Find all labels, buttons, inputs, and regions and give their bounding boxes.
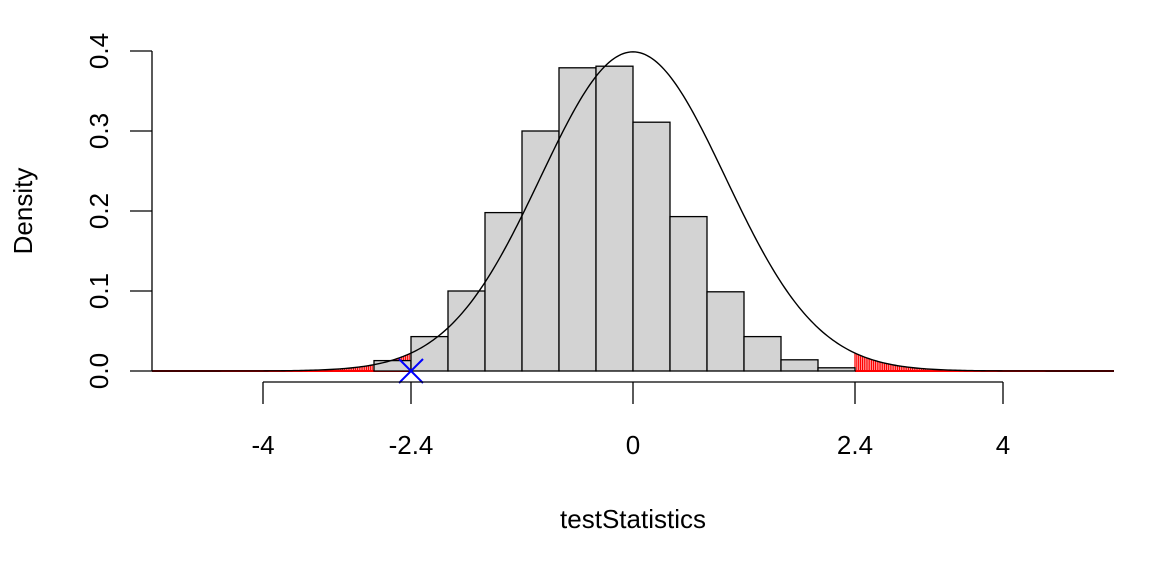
density-curve-group [152,51,1114,372]
histogram-bar [817,367,856,372]
histogram-bars [373,65,856,372]
histogram-bar [558,67,597,372]
density-curve [152,51,1114,372]
histogram-bar [669,215,708,372]
histogram-bar [706,291,745,372]
x-tick-label: -2.4 [389,430,434,460]
histogram-bar [521,130,560,372]
histogram-bar [484,211,523,372]
y-tick-label: 0.2 [84,193,114,229]
y-axis-title: Density [8,168,38,255]
histogram-bar [743,335,782,372]
x-axis: -4 -2.4 0 2.4 4 [251,381,1010,460]
histogram-bar [447,290,486,372]
histogram-bar [780,359,819,372]
x-tick-label: 0 [626,430,640,460]
observed-marker-group [398,358,424,384]
x-tick-label: -4 [251,430,274,460]
y-tick-label: 0.1 [84,273,114,309]
x-axis-title: testStatistics [560,504,706,534]
x-tick-label: 4 [996,430,1010,460]
y-axis: 0.0 0.1 0.2 0.3 0.4 [84,33,153,389]
y-tick-label: 0.0 [84,353,114,389]
y-tick-label: 0.3 [84,113,114,149]
histogram-bar [595,65,634,372]
x-tick-label: 2.4 [837,430,873,460]
histogram-bar [632,121,671,372]
y-tick-label: 0.4 [84,33,114,69]
observed-marker-stroke [398,358,424,384]
